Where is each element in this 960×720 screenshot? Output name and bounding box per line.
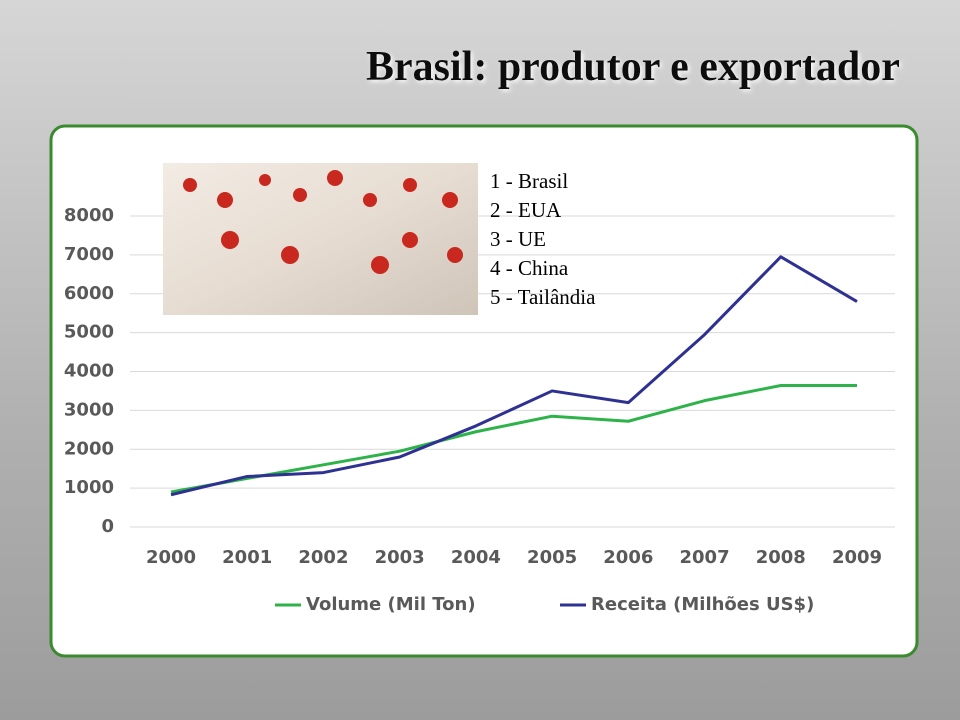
x-tick-label: 2008 — [756, 547, 806, 568]
plot: 0 1000 2000 3000 4000 5000 6000 7000 8000 2000 200… — [64, 205, 895, 615]
y-tick-label: 8000 — [64, 205, 114, 226]
x-tick-label: 2001 — [222, 547, 272, 568]
photo — [163, 163, 478, 315]
y-tick-label: 7000 — [64, 244, 114, 265]
y-tick-label: 6000 — [64, 283, 114, 304]
x-tick-label: 2006 — [603, 547, 653, 568]
y-tick-label: 2000 — [64, 438, 114, 459]
series-line — [170, 383, 857, 494]
y-tick-label: 4000 — [64, 361, 114, 382]
x-tick-label: 2009 — [832, 547, 882, 568]
x-tick-label: 2002 — [298, 547, 348, 568]
ranking-list: 1 - Brasil 2 - EUA 3 - UE 4 - China 5 - Tail… — [490, 169, 596, 309]
ranking-item: 3 - UE — [490, 227, 546, 251]
y-tick-label: 5000 — [64, 322, 114, 343]
y-tick-label: 0 — [101, 516, 114, 537]
slide-title: Brasil: produtor e exportador — [366, 44, 900, 90]
ranking-item: 4 - China — [490, 256, 569, 280]
y-tick-label: 3000 — [64, 399, 114, 420]
x-tick-label: 2005 — [527, 547, 577, 568]
y-tick-label: 1000 — [64, 477, 114, 498]
legend-label: Volume (Mil Ton) — [306, 594, 476, 615]
ranking-item: 5 - Tailândia — [490, 285, 596, 309]
series-line — [170, 255, 858, 497]
legend-label: Receita (Milhões US$) — [591, 594, 814, 615]
ranking-item: 2 - EUA — [490, 198, 562, 222]
x-tick-label: 2007 — [680, 547, 730, 568]
x-tick-label: 2004 — [451, 547, 501, 568]
x-tick-label: 2003 — [375, 547, 425, 568]
ranking-item: 1 - Brasil — [490, 169, 568, 193]
x-tick-label: 2000 — [146, 547, 196, 568]
